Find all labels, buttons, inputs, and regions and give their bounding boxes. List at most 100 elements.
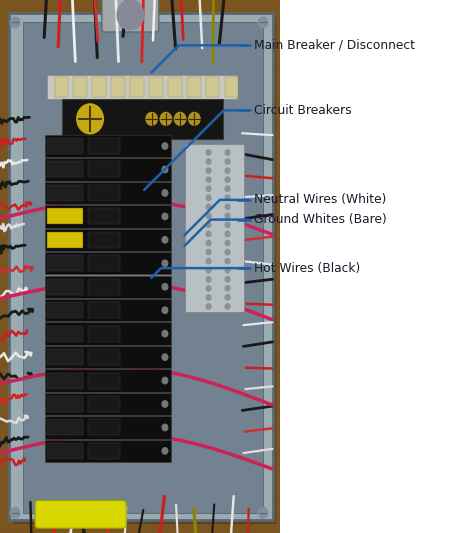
- FancyBboxPatch shape: [47, 255, 83, 271]
- FancyBboxPatch shape: [88, 279, 120, 295]
- FancyBboxPatch shape: [88, 232, 120, 248]
- Circle shape: [162, 237, 168, 243]
- FancyBboxPatch shape: [47, 396, 83, 412]
- FancyBboxPatch shape: [62, 99, 223, 139]
- FancyBboxPatch shape: [47, 443, 83, 459]
- FancyBboxPatch shape: [88, 419, 120, 435]
- FancyBboxPatch shape: [45, 205, 171, 228]
- Circle shape: [206, 249, 211, 255]
- Circle shape: [117, 0, 144, 30]
- Circle shape: [162, 284, 168, 290]
- Circle shape: [162, 143, 168, 149]
- Circle shape: [206, 222, 211, 228]
- FancyBboxPatch shape: [88, 185, 120, 201]
- Circle shape: [77, 104, 103, 134]
- Circle shape: [206, 204, 211, 209]
- Circle shape: [206, 177, 211, 182]
- FancyBboxPatch shape: [88, 302, 120, 318]
- FancyBboxPatch shape: [88, 349, 120, 365]
- FancyBboxPatch shape: [47, 232, 83, 248]
- FancyBboxPatch shape: [88, 373, 120, 389]
- FancyBboxPatch shape: [92, 77, 106, 97]
- Circle shape: [162, 190, 168, 196]
- FancyBboxPatch shape: [102, 0, 159, 32]
- Circle shape: [206, 195, 211, 200]
- Circle shape: [146, 112, 157, 125]
- FancyBboxPatch shape: [45, 393, 171, 415]
- Circle shape: [10, 507, 20, 518]
- FancyBboxPatch shape: [88, 208, 120, 224]
- FancyBboxPatch shape: [45, 276, 171, 298]
- Circle shape: [162, 448, 168, 454]
- Circle shape: [162, 330, 168, 337]
- FancyBboxPatch shape: [47, 75, 237, 99]
- Circle shape: [206, 213, 211, 219]
- Circle shape: [162, 166, 168, 173]
- Circle shape: [258, 17, 268, 28]
- Circle shape: [206, 186, 211, 191]
- Circle shape: [206, 277, 211, 282]
- FancyBboxPatch shape: [45, 322, 171, 345]
- FancyBboxPatch shape: [47, 161, 83, 177]
- FancyBboxPatch shape: [45, 182, 171, 204]
- Circle shape: [225, 213, 230, 219]
- FancyBboxPatch shape: [45, 346, 171, 368]
- FancyBboxPatch shape: [0, 0, 280, 533]
- Text: Ground Whites (Bare): Ground Whites (Bare): [254, 213, 386, 226]
- FancyBboxPatch shape: [45, 135, 171, 157]
- FancyBboxPatch shape: [45, 440, 171, 462]
- FancyBboxPatch shape: [47, 419, 83, 435]
- Circle shape: [189, 112, 200, 125]
- FancyBboxPatch shape: [45, 158, 171, 181]
- FancyBboxPatch shape: [185, 144, 244, 312]
- Circle shape: [162, 401, 168, 407]
- Circle shape: [225, 168, 230, 173]
- FancyBboxPatch shape: [88, 138, 120, 154]
- Circle shape: [225, 286, 230, 291]
- FancyBboxPatch shape: [47, 138, 83, 154]
- Circle shape: [206, 304, 211, 309]
- Circle shape: [160, 112, 172, 125]
- Circle shape: [225, 204, 230, 209]
- Circle shape: [206, 159, 211, 164]
- FancyBboxPatch shape: [47, 302, 83, 318]
- FancyBboxPatch shape: [47, 279, 83, 295]
- Circle shape: [225, 186, 230, 191]
- FancyBboxPatch shape: [45, 369, 171, 392]
- FancyBboxPatch shape: [88, 161, 120, 177]
- Circle shape: [206, 240, 211, 246]
- Circle shape: [162, 377, 168, 384]
- FancyBboxPatch shape: [168, 77, 182, 97]
- FancyBboxPatch shape: [88, 443, 120, 459]
- Circle shape: [225, 177, 230, 182]
- FancyBboxPatch shape: [45, 299, 171, 321]
- Circle shape: [206, 295, 211, 300]
- FancyBboxPatch shape: [88, 255, 120, 271]
- Circle shape: [206, 168, 211, 173]
- Circle shape: [225, 249, 230, 255]
- Circle shape: [162, 213, 168, 220]
- FancyBboxPatch shape: [13, 18, 276, 524]
- Circle shape: [162, 354, 168, 360]
- Circle shape: [206, 268, 211, 273]
- FancyBboxPatch shape: [88, 396, 120, 412]
- FancyBboxPatch shape: [73, 77, 87, 97]
- Circle shape: [225, 150, 230, 155]
- Text: Neutral Wires (White): Neutral Wires (White): [254, 193, 386, 206]
- FancyBboxPatch shape: [187, 77, 201, 97]
- FancyBboxPatch shape: [9, 13, 273, 520]
- Circle shape: [225, 295, 230, 300]
- Circle shape: [258, 507, 268, 518]
- Text: Main Breaker / Disconnect: Main Breaker / Disconnect: [254, 39, 415, 52]
- FancyBboxPatch shape: [47, 326, 83, 342]
- Text: Circuit Breakers: Circuit Breakers: [254, 104, 351, 117]
- FancyBboxPatch shape: [23, 22, 263, 513]
- FancyBboxPatch shape: [35, 500, 126, 528]
- Circle shape: [162, 307, 168, 313]
- FancyBboxPatch shape: [45, 229, 171, 251]
- FancyBboxPatch shape: [225, 77, 238, 97]
- Circle shape: [225, 240, 230, 246]
- FancyBboxPatch shape: [149, 77, 163, 97]
- Circle shape: [10, 17, 20, 28]
- FancyBboxPatch shape: [47, 373, 83, 389]
